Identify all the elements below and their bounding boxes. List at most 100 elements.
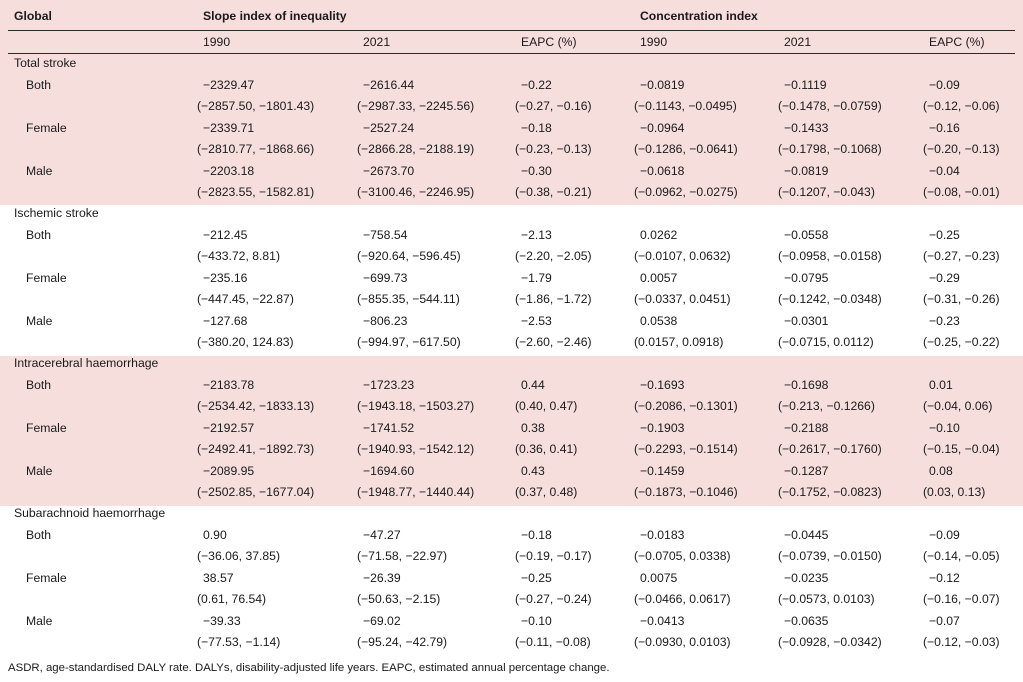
value-cell: −2203.18 [203, 164, 255, 178]
ci-cell: (0.0157, 0.0918) [634, 335, 724, 349]
value-cell: −0.1433 [784, 121, 829, 135]
value-cell: −212.45 [203, 228, 248, 242]
ci-cell: (−0.08, −0.01) [923, 185, 1000, 199]
ci-cell: (−994.97, −617.50) [357, 335, 461, 349]
ci-cell: (−0.14, −0.05) [923, 549, 1000, 563]
ci-cell: (−1940.93, −1542.12) [357, 442, 475, 456]
ci-cell: (−0.0337, 0.0451) [634, 292, 731, 306]
value-cell: −0.0413 [640, 614, 685, 628]
ci-cell: (−1943.18, −1503.27) [357, 399, 475, 413]
ci-cell: (−2987.33, −2245.56) [357, 99, 475, 113]
ci-cell: (−0.19, −0.17) [515, 549, 592, 563]
value-cell: −0.18 [521, 121, 552, 135]
value-cell: −0.07 [929, 614, 960, 628]
value-cell: −0.0183 [640, 528, 685, 542]
ci-cell: (−855.35, −544.11) [357, 292, 460, 306]
header-col: 2021 [363, 35, 391, 49]
value-cell: 0.43 [521, 464, 545, 478]
ci-cell: (−0.23, −0.13) [515, 142, 592, 156]
ci-cell: (−0.1752, −0.0823) [778, 485, 882, 499]
ci-cell: (−36.06, 37.85) [197, 549, 281, 563]
ci-cell: (0.36, 0.41) [515, 442, 578, 456]
row-label: Female [26, 271, 67, 285]
ci-cell: (0.61, 76.54) [197, 592, 267, 606]
ci-cell: (−2866.28, −2188.19) [357, 142, 475, 156]
header-global: Global [14, 9, 52, 23]
value-cell: −2673.70 [363, 164, 415, 178]
footnote: ASDR, age-standardised DALY rate. DALYs,… [8, 662, 610, 674]
value-cell: 38.57 [203, 571, 234, 585]
value-cell: −2089.95 [203, 464, 255, 478]
ci-cell: (−0.27, −0.23) [923, 249, 1000, 263]
ci-cell: (−0.0962, −0.0275) [634, 185, 738, 199]
value-cell: −1741.52 [363, 421, 415, 435]
header-rule-bottom [8, 53, 1015, 54]
row-label: Female [26, 421, 67, 435]
value-cell: −0.1119 [784, 78, 827, 92]
ci-cell: (−0.12, −0.06) [923, 99, 1000, 113]
section-band [0, 356, 1023, 506]
value-cell: −0.25 [521, 571, 552, 585]
value-cell: −1694.60 [363, 464, 415, 478]
row-label: Both [26, 378, 52, 392]
ci-cell: (−0.0739, −0.0150) [778, 549, 882, 563]
header-col: 1990 [640, 35, 668, 49]
value-cell: −1723.23 [363, 378, 415, 392]
ci-cell: (−0.15, −0.04) [923, 442, 1000, 456]
row-label: Male [26, 614, 53, 628]
ci-cell: (0.37, 0.48) [515, 485, 578, 499]
value-cell: −0.18 [521, 528, 552, 542]
value-cell: 0.38 [521, 421, 545, 435]
ci-cell: (−0.20, −0.13) [923, 142, 1000, 156]
value-cell: 0.08 [929, 464, 953, 478]
header-col: 1990 [203, 35, 231, 49]
ci-cell: (−3100.46, −2246.95) [357, 185, 475, 199]
ci-cell: (−0.38, −0.21) [515, 185, 592, 199]
ci-cell: (−95.24, −42.79) [357, 635, 448, 649]
ci-cell: (−77.53, −1.14) [197, 635, 281, 649]
ci-cell: (−2534.42, −1833.13) [197, 399, 315, 413]
ci-cell: (−0.31, −0.26) [923, 292, 1000, 306]
ci-cell: (−2502.85, −1677.04) [197, 485, 315, 499]
row-label: Both [26, 528, 52, 542]
ci-cell: (−1948.77, −1440.44) [357, 485, 475, 499]
value-cell: 0.0057 [640, 271, 678, 285]
value-cell: −0.0964 [640, 121, 685, 135]
value-cell: −0.1693 [640, 378, 685, 392]
value-cell: −0.16 [929, 121, 960, 135]
ci-cell: (−433.72, 8.81) [197, 249, 281, 263]
value-cell: −2527.24 [363, 121, 415, 135]
value-cell: 0.44 [521, 378, 545, 392]
ci-cell: (−0.0466, 0.0617) [634, 592, 731, 606]
value-cell: −235.16 [203, 271, 248, 285]
value-cell: −0.09 [929, 78, 960, 92]
ci-cell: (0.40, 0.47) [515, 399, 578, 413]
row-label: Female [26, 121, 67, 135]
value-cell: −127.68 [203, 314, 248, 328]
ci-cell: (−0.2293, −0.1514) [634, 442, 738, 456]
row-label: Both [26, 228, 52, 242]
value-cell: −0.0301 [784, 314, 829, 328]
header-col: EAPC (%) [521, 35, 577, 49]
value-cell: −0.0819 [640, 78, 685, 92]
section-title: Subarachnoid haemorrhage [14, 506, 166, 520]
value-cell: −0.2188 [784, 421, 829, 435]
ci-cell: (−50.63, −2.15) [357, 592, 441, 606]
ci-cell: (−0.0573, 0.0103) [778, 592, 875, 606]
value-cell: −0.0558 [784, 228, 829, 242]
ci-cell: (−0.0107, 0.0632) [634, 249, 731, 263]
value-cell: 0.0262 [640, 228, 678, 242]
value-cell: −47.27 [363, 528, 401, 542]
value-cell: −2192.57 [203, 421, 255, 435]
ci-cell: (−2810.77, −1868.66) [197, 142, 315, 156]
value-cell: −0.10 [521, 614, 552, 628]
header-ci: Concentration index [640, 9, 758, 23]
value-cell: −0.12 [929, 571, 960, 585]
ci-cell: (−0.0930, 0.0103) [634, 635, 731, 649]
header-col: EAPC (%) [929, 35, 985, 49]
ci-cell: (−0.12, −0.03) [923, 635, 1000, 649]
value-cell: −2339.71 [203, 121, 255, 135]
ci-cell: (−0.1207, −0.043) [778, 185, 875, 199]
value-cell: −0.04 [929, 164, 960, 178]
